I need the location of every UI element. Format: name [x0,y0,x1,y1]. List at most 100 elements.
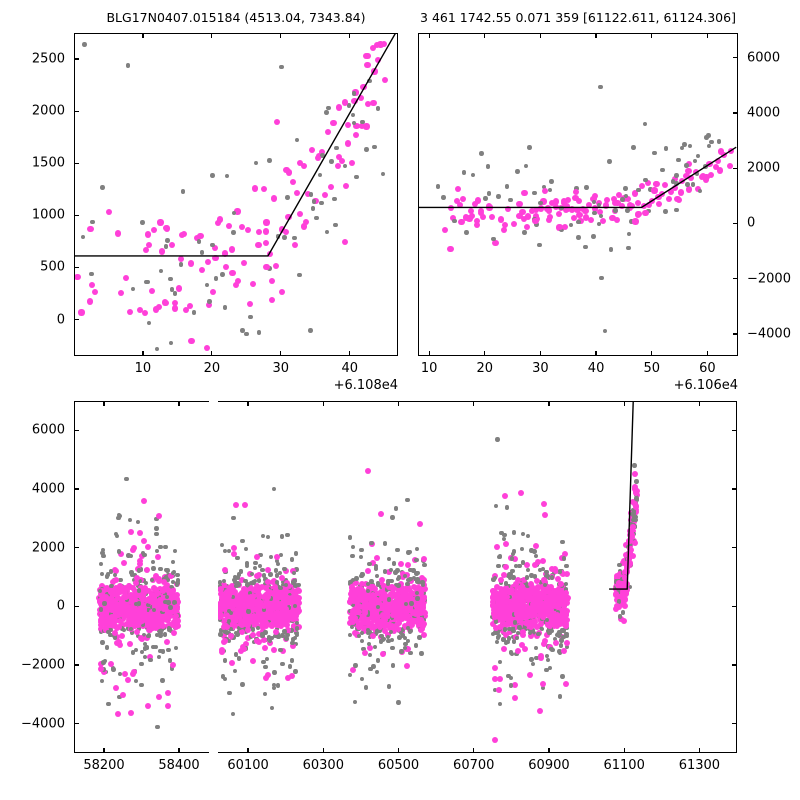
magenta-data-point [276,601,283,608]
gray-data-point [169,585,174,590]
magenta-data-point [188,337,195,345]
xtick-label-top-right: 20 [476,361,494,376]
magenta-data-point [273,119,280,126]
magenta-data-point [541,500,548,507]
magenta-data-point [132,579,139,586]
magenta-data-point [119,621,126,628]
top-right-panel [418,33,738,356]
gray-data-point [333,222,339,228]
magenta-data-point [137,619,144,626]
tick-y-top-right [733,333,738,335]
gray-data-point [251,580,256,585]
magenta-data-point [144,617,151,624]
gray-data-point [419,651,424,656]
gray-data-point [151,559,156,565]
magenta-data-point [290,612,297,619]
magenta-data-point [253,638,260,645]
magenta-data-point [260,637,267,644]
magenta-data-point [225,222,232,230]
magenta-data-point [356,623,363,630]
magenta-data-point [265,566,272,573]
magenta-data-point [309,147,316,154]
gray-data-point [172,290,178,296]
gray-data-point [629,218,634,224]
gray-data-point [191,309,197,315]
gray-data-point [525,567,531,573]
magenta-data-point [230,545,237,552]
magenta-data-point [170,587,177,594]
gray-data-point [329,159,334,164]
magenta-data-point [156,578,163,585]
magenta-data-point [274,592,281,598]
gray-data-point [102,658,108,664]
gray-data-point [452,218,457,224]
tick-x-top-right-top [706,33,708,38]
gray-data-point [280,633,285,638]
gray-data-point [378,584,384,589]
magenta-data-point [255,229,262,236]
magenta-data-point [186,302,194,310]
gray-data-point [280,579,285,585]
magenta-data-point [164,225,171,232]
magenta-data-point [458,219,465,226]
magenta-data-point [530,618,537,625]
gray-data-point [106,702,111,707]
gray-data-point [544,653,550,659]
gray-data-point [108,569,113,574]
xtick-label-bottom: 61100 [603,758,645,773]
gray-data-point [706,143,712,149]
magenta-data-point [592,205,599,212]
magenta-data-point [370,99,377,106]
gray-data-point [158,566,163,572]
magenta-data-point [234,606,241,613]
ytick-label-top-right: 4000 [747,105,781,121]
gray-data-point [146,320,152,326]
gray-data-point [268,554,274,560]
magenta-data-point [354,617,361,624]
gray-data-point [636,187,641,193]
magenta-data-point [599,218,606,225]
gray-data-point [663,146,669,151]
tick-y-bottom [74,429,79,431]
magenta-data-point [409,590,416,597]
magenta-data-point [398,580,405,587]
gray-data-point [139,683,144,688]
magenta-data-point [232,281,239,289]
magenta-data-point [557,223,564,230]
magenta-data-point [154,622,161,629]
gray-data-point [281,235,287,240]
ytick-label-top-right: 0 [747,215,756,231]
gray-data-point [441,195,446,200]
magenta-data-point [160,614,167,621]
gray-data-point [167,658,173,663]
magenta-data-point [117,603,124,610]
magenta-data-point [397,613,404,620]
magenta-data-point [560,605,567,612]
magenta-data-point [142,584,148,591]
gray-data-point [146,607,151,613]
magenta-data-point [138,635,145,642]
magenta-data-point [221,632,228,639]
gray-data-point [371,664,376,669]
magenta-data-point [247,597,254,604]
magenta-data-point [491,675,498,682]
magenta-data-point [122,588,129,595]
xtick-label-top-left: 30 [272,361,290,376]
gray-data-point [252,565,258,571]
magenta-data-point [240,646,247,653]
magenta-data-point [255,598,262,605]
tick-x-top-left-top [280,33,282,38]
magenta-data-point [142,310,149,317]
gray-data-point [511,639,517,644]
magenta-data-point [245,226,252,233]
gray-data-point [226,638,231,644]
gray-data-point [291,637,296,642]
gray-data-point [134,678,139,684]
gray-data-point [226,630,232,636]
magenta-data-point [466,215,473,222]
gray-data-point [227,690,232,696]
gray-data-point [232,577,237,583]
gray-data-point [101,553,106,559]
gray-data-point [360,639,365,644]
magenta-data-point [171,613,178,620]
